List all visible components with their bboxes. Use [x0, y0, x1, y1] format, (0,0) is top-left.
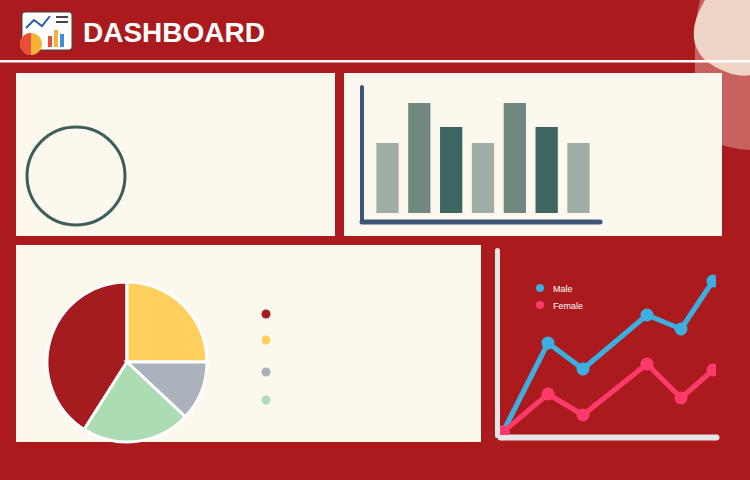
- line-chart: [497, 251, 720, 439]
- header-icon: [20, 12, 72, 55]
- icon-list: [56, 16, 68, 18]
- legend: Male Female: [536, 284, 583, 311]
- icon-line: [26, 16, 50, 28]
- bar: [504, 103, 526, 213]
- slice: [84, 362, 185, 442]
- icon-bar: [48, 36, 52, 47]
- line: [503, 364, 713, 432]
- legend-swatch: [536, 301, 544, 309]
- axis-line: [501, 435, 717, 441]
- marker: [675, 323, 688, 336]
- legend-label: Male: [553, 284, 573, 294]
- icon-pie: [20, 33, 42, 55]
- marker: [542, 337, 555, 350]
- axis: [362, 222, 600, 223]
- header-rule: [0, 60, 750, 63]
- icon-bar: [54, 30, 58, 47]
- icon-bar: [60, 34, 64, 47]
- legend-swatch: [262, 310, 271, 319]
- bar: [376, 143, 398, 213]
- marker: [675, 392, 688, 405]
- icon-list: [56, 21, 68, 23]
- marker: [577, 409, 590, 422]
- bar: [408, 103, 430, 213]
- bar-chart: [362, 87, 600, 222]
- legend-label: Female: [553, 301, 583, 311]
- marker: [641, 309, 654, 322]
- axis: [362, 87, 363, 222]
- marker: [542, 388, 555, 401]
- legend-swatch: [262, 368, 271, 377]
- line: [503, 281, 713, 432]
- legend-swatch: [262, 396, 271, 405]
- axis: [501, 437, 717, 438]
- panel: [344, 73, 722, 236]
- bar: [472, 143, 494, 213]
- marker: [707, 275, 717, 288]
- legend-swatch: [262, 336, 271, 345]
- pie-chart: [47, 282, 207, 442]
- slice: [127, 282, 207, 362]
- legend-swatch: [536, 284, 544, 292]
- icon-pie: [20, 33, 31, 55]
- axis-line: [360, 87, 364, 222]
- panel: [16, 245, 481, 442]
- marker: [707, 364, 717, 377]
- marker: [641, 358, 654, 371]
- lines: [500, 275, 716, 436]
- axis-line: [495, 251, 500, 436]
- legend: [262, 310, 271, 405]
- decor-blob: [694, 0, 750, 76]
- panel: [16, 73, 335, 236]
- ring-placeholder: [27, 127, 125, 225]
- bar: [536, 127, 558, 213]
- marker: [500, 426, 510, 436]
- title: DASHBOARD: [83, 17, 265, 48]
- marker: [577, 363, 590, 376]
- background: [0, 0, 750, 480]
- dashboard: DASHBOARD Male Female: [0, 0, 750, 480]
- bars: [376, 103, 589, 213]
- axis: [497, 251, 498, 436]
- bar: [567, 143, 589, 213]
- bar: [440, 127, 462, 213]
- axis-line: [362, 220, 600, 225]
